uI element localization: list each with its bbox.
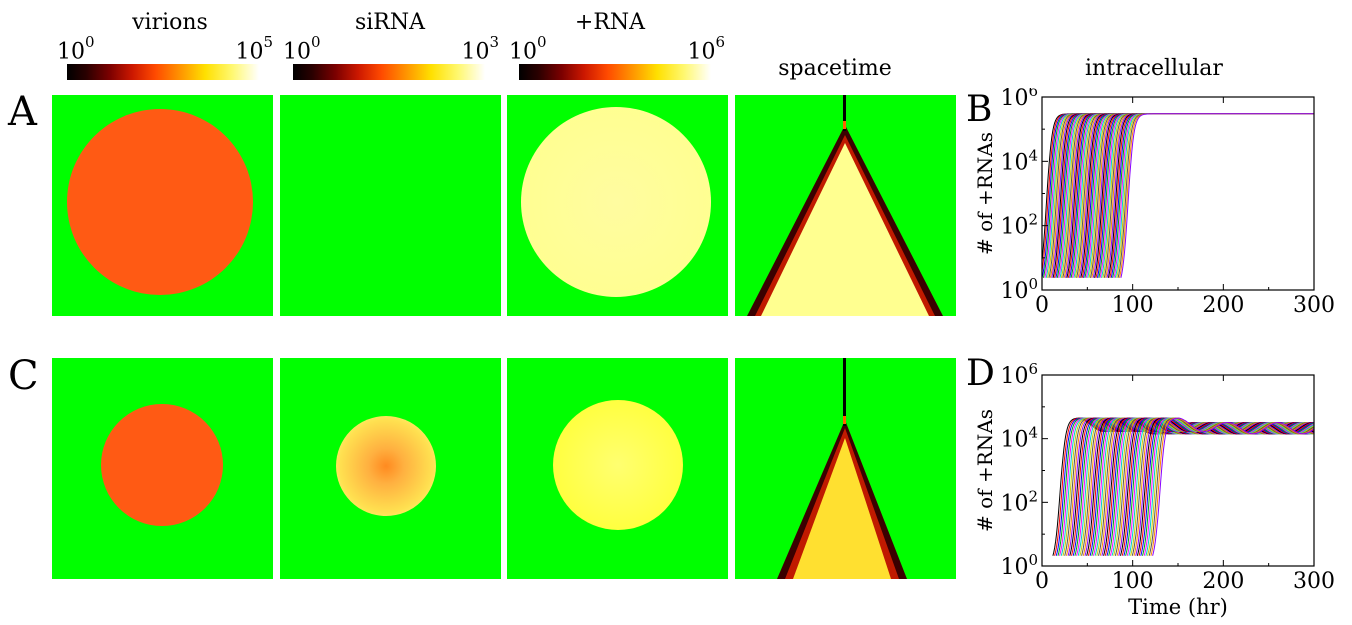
series-line <box>1113 113 1314 278</box>
x-tick-label: 100 <box>1112 293 1154 318</box>
title-plusrna: +RNA <box>574 10 646 35</box>
panel-a-plusrna <box>507 95 728 316</box>
x-tick-label: 300 <box>1293 569 1335 594</box>
series-line <box>1107 113 1314 278</box>
x-axis-label: Time (hr) <box>1128 595 1228 619</box>
series-line <box>1119 113 1314 278</box>
title-sirna: siRNA <box>354 10 426 35</box>
y-tick-label: 106 <box>1000 360 1038 389</box>
colorbar-sirna-min: 100 <box>283 33 321 65</box>
y-tick-label: 104 <box>1000 146 1038 175</box>
sirna-disk <box>336 416 436 516</box>
y-tick-label: 102 <box>1000 211 1038 240</box>
colorbar-sirna: 100 103 <box>283 33 499 81</box>
x-tick-label: 100 <box>1112 569 1154 594</box>
title-virions: virions <box>132 10 208 35</box>
colorbar-plusrna: 100 106 <box>509 33 725 81</box>
series-line <box>1140 417 1315 556</box>
x-tick-label: 300 <box>1293 293 1335 318</box>
row-label-c: C <box>8 353 39 399</box>
infection-disk <box>67 109 253 295</box>
x-tick-label: 200 <box>1202 569 1244 594</box>
panel-c-plusrna <box>507 358 728 579</box>
title-intracellular: intracellular <box>1085 56 1223 81</box>
panel-letter-b: B <box>966 89 993 130</box>
infection-disk <box>521 107 711 297</box>
infection-disk <box>101 404 223 526</box>
x-tick-label: 0 <box>1035 569 1049 594</box>
series-line <box>1150 417 1314 556</box>
infection-disk <box>553 400 683 530</box>
y-axis-label: # of +RNAs <box>973 132 997 255</box>
series-line <box>1106 113 1314 278</box>
colorbar-virions-gradient <box>67 64 259 80</box>
series-line <box>1133 417 1314 556</box>
panel-a-spacetime <box>735 95 956 316</box>
series-group <box>1052 417 1315 556</box>
series-line <box>1103 113 1314 278</box>
x-tick-label: 0 <box>1035 293 1049 318</box>
colorbar-virions-min: 100 <box>57 33 95 65</box>
colorbar-virions-max: 105 <box>235 33 273 65</box>
panel-c-spacetime <box>735 358 956 579</box>
series-line <box>1114 113 1314 278</box>
colorbar-virions: 100 105 <box>57 33 273 81</box>
y-tick-label: 100 <box>1000 551 1038 580</box>
series-line <box>1136 417 1314 556</box>
title-spacetime: spacetime <box>778 56 892 81</box>
series-line <box>1110 113 1314 278</box>
x-tick-label: 200 <box>1202 293 1244 318</box>
colorbar-plusrna-max: 106 <box>687 33 725 65</box>
series-line <box>1105 113 1314 278</box>
panel-c-sirna <box>280 358 501 579</box>
y-axis-label: # of +RNAs <box>973 409 997 532</box>
row-label-a: A <box>8 89 37 135</box>
colorbar-sirna-gradient <box>293 64 485 80</box>
series-line <box>1116 113 1314 278</box>
panel-c-virions <box>52 358 273 579</box>
colorbar-plusrna-gradient <box>519 64 711 80</box>
y-tick-label: 102 <box>1000 487 1038 516</box>
panel-a-virions <box>52 95 273 316</box>
y-tick-label: 106 <box>1000 88 1038 111</box>
series-line <box>1143 417 1314 556</box>
series-line <box>1148 417 1314 556</box>
spacetime-cone <box>747 95 943 316</box>
series-line <box>1120 113 1314 278</box>
spacetime-cone <box>777 358 907 579</box>
y-tick-label: 104 <box>1000 424 1038 453</box>
series-group <box>1041 113 1314 278</box>
colorbar-sirna-max: 103 <box>461 33 499 65</box>
series-line <box>1147 417 1314 556</box>
y-tick-label: 100 <box>1000 275 1038 304</box>
series-line <box>1152 417 1315 556</box>
series-line <box>1096 113 1314 278</box>
series-line <box>1109 113 1314 278</box>
series-line <box>1098 113 1314 278</box>
series-line <box>1102 113 1314 278</box>
series-line <box>1117 113 1314 278</box>
panel-letter-d: D <box>966 353 995 394</box>
series-line <box>1142 417 1314 556</box>
panel-a-sirna <box>280 95 501 316</box>
series-line <box>1145 417 1314 556</box>
series-line <box>1135 417 1314 556</box>
colorbar-plusrna-min: 100 <box>509 33 547 65</box>
series-line <box>1112 113 1314 278</box>
